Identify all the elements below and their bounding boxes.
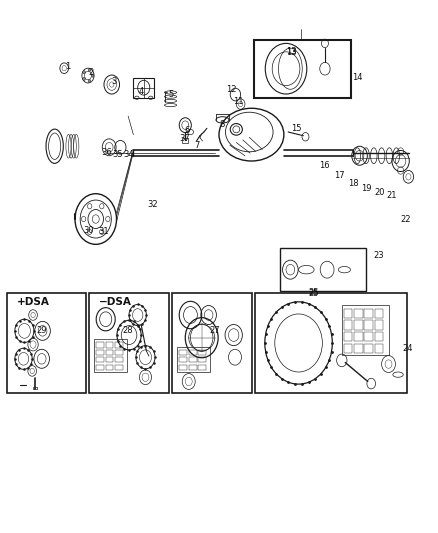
Text: 24: 24	[402, 344, 413, 353]
Bar	[106, 365, 113, 370]
Bar	[177, 346, 210, 372]
Text: 1: 1	[65, 62, 70, 70]
Bar	[179, 350, 187, 355]
Text: 34: 34	[123, 150, 134, 159]
Circle shape	[83, 70, 85, 74]
Bar	[198, 350, 206, 355]
Text: 23: 23	[374, 252, 384, 261]
Bar	[343, 309, 352, 318]
Bar	[33, 387, 37, 389]
Text: 29: 29	[36, 326, 47, 335]
Bar	[7, 293, 86, 393]
Bar	[343, 343, 352, 353]
Bar	[95, 340, 127, 372]
Text: 37: 37	[179, 134, 190, 143]
Bar	[182, 139, 188, 142]
Bar	[115, 365, 123, 370]
Text: 21: 21	[387, 191, 397, 200]
Text: 3: 3	[112, 77, 117, 86]
Text: 12: 12	[226, 85, 237, 94]
Text: 15: 15	[292, 124, 302, 133]
Bar	[189, 357, 197, 362]
Text: 19: 19	[361, 184, 371, 193]
Text: 35: 35	[113, 150, 123, 159]
Text: 27: 27	[209, 326, 220, 335]
Bar	[374, 309, 383, 318]
Bar	[364, 320, 373, 330]
Bar	[179, 365, 187, 370]
Text: 25: 25	[309, 288, 319, 297]
Bar	[343, 332, 352, 342]
Text: 36: 36	[101, 148, 112, 157]
Text: 31: 31	[98, 227, 109, 236]
Bar	[354, 343, 363, 353]
Bar	[364, 332, 373, 342]
Bar	[374, 320, 383, 330]
Bar	[96, 365, 104, 370]
Text: +DSA: +DSA	[17, 297, 49, 308]
Bar	[255, 293, 406, 393]
Bar	[179, 357, 187, 362]
Text: 14: 14	[352, 73, 363, 82]
Bar	[172, 293, 252, 393]
Bar	[96, 357, 104, 362]
Text: 2: 2	[89, 68, 94, 77]
Bar	[115, 357, 123, 362]
Text: 17: 17	[334, 171, 345, 180]
Text: 32: 32	[147, 200, 158, 209]
Bar	[106, 350, 113, 355]
Bar	[96, 350, 104, 355]
Text: 20: 20	[374, 188, 385, 197]
Bar	[342, 305, 389, 355]
Bar	[115, 342, 123, 348]
Text: 8: 8	[220, 119, 225, 128]
Bar	[374, 343, 383, 353]
Text: 13: 13	[286, 48, 297, 57]
Text: 4: 4	[138, 87, 144, 96]
Bar	[279, 248, 366, 292]
Text: 5: 5	[168, 90, 173, 99]
Bar	[106, 357, 113, 362]
Bar	[364, 309, 373, 318]
Text: 7: 7	[194, 141, 199, 150]
Text: −DSA: −DSA	[99, 297, 132, 308]
Bar	[343, 320, 352, 330]
Circle shape	[88, 68, 91, 71]
Bar	[106, 342, 113, 348]
Bar	[189, 350, 197, 355]
Text: 22: 22	[401, 214, 411, 223]
Bar	[189, 365, 197, 370]
Text: 30: 30	[83, 226, 94, 235]
Bar	[96, 342, 104, 348]
Text: 6: 6	[184, 126, 190, 135]
Bar	[354, 332, 363, 342]
Circle shape	[83, 77, 85, 80]
Circle shape	[92, 74, 94, 77]
Text: 25: 25	[309, 289, 319, 298]
Text: 28: 28	[123, 326, 134, 335]
Bar	[364, 343, 373, 353]
Bar	[354, 309, 363, 318]
Bar	[134, 78, 154, 98]
Bar	[354, 320, 363, 330]
Bar	[374, 332, 383, 342]
Text: 11: 11	[233, 98, 243, 107]
Bar	[254, 39, 351, 98]
Text: 13: 13	[286, 47, 297, 56]
Bar	[198, 357, 206, 362]
Bar	[198, 365, 206, 370]
Text: 18: 18	[348, 179, 358, 188]
Text: 16: 16	[319, 161, 330, 169]
Bar	[115, 350, 123, 355]
Bar	[89, 293, 169, 393]
Circle shape	[88, 79, 91, 83]
